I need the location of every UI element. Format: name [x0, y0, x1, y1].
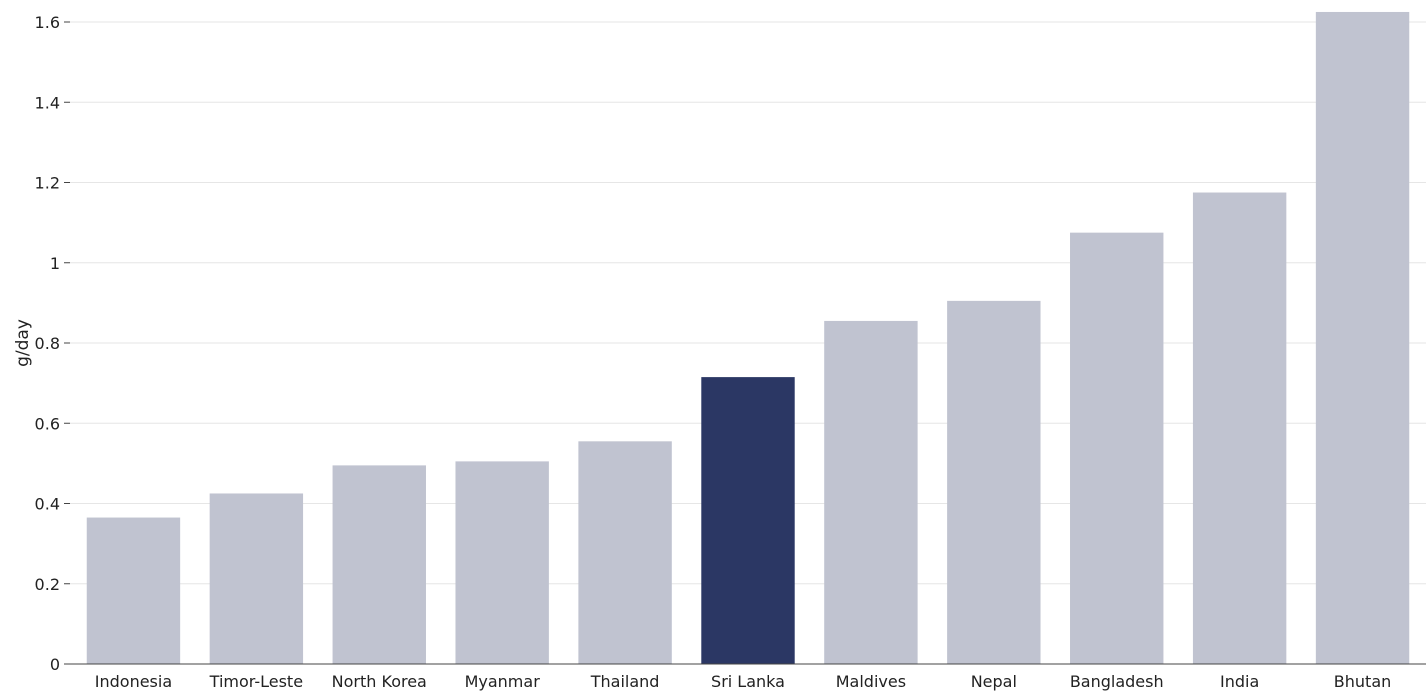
bar-india[interactable]: [1192, 192, 1287, 664]
bar-timor-leste[interactable]: [209, 493, 304, 664]
bar-bangladesh[interactable]: [1070, 232, 1164, 664]
y-tick-labels: 0 0.2 0.4 0.6 0.8 1 1.2 1.4 1.6: [35, 13, 60, 674]
bars: [86, 11, 1410, 664]
y-tick-label: 1.2: [35, 174, 60, 193]
y-tick-label: 0: [50, 655, 60, 674]
y-tick-label: 1.6: [35, 13, 60, 32]
x-tick-label: Bangladesh: [1070, 672, 1164, 691]
x-tick-label: Myanmar: [465, 672, 541, 691]
bar-thailand[interactable]: [578, 441, 672, 664]
x-tick-label: India: [1220, 672, 1259, 691]
bar-nepal[interactable]: [947, 300, 1041, 664]
x-tick-labels: Indonesia Timor-Leste North Korea Myanmar Th…: [95, 672, 1392, 691]
y-tick-label: 0.6: [35, 414, 60, 433]
x-tick-label: Timor-Leste: [209, 672, 303, 691]
bar-north-korea[interactable]: [332, 465, 426, 664]
x-tick-label: Indonesia: [95, 672, 172, 691]
bar-sri-lanka[interactable]: [701, 377, 795, 664]
x-tick-label: North Korea: [332, 672, 427, 691]
y-axis-title: g/day: [13, 319, 33, 367]
bar-maldives[interactable]: [824, 320, 918, 664]
y-tick-label: 0.4: [35, 495, 60, 514]
bar-myanmar[interactable]: [455, 461, 549, 664]
axes: [64, 21, 1426, 665]
x-tick-label: Sri Lanka: [711, 672, 785, 691]
x-tick-label: Nepal: [971, 672, 1017, 691]
y-tick-label: 1.4: [35, 93, 60, 112]
bar-indonesia[interactable]: [86, 517, 181, 664]
x-tick-label: Bhutan: [1334, 672, 1391, 691]
y-tick-label: 1: [50, 254, 60, 273]
x-tick-label: Maldives: [836, 672, 906, 691]
y-tick-label: 0.8: [35, 334, 60, 353]
y-tick-label: 0.2: [35, 575, 60, 594]
bar-bhutan[interactable]: [1315, 11, 1410, 664]
x-tick-label: Thailand: [590, 672, 660, 691]
